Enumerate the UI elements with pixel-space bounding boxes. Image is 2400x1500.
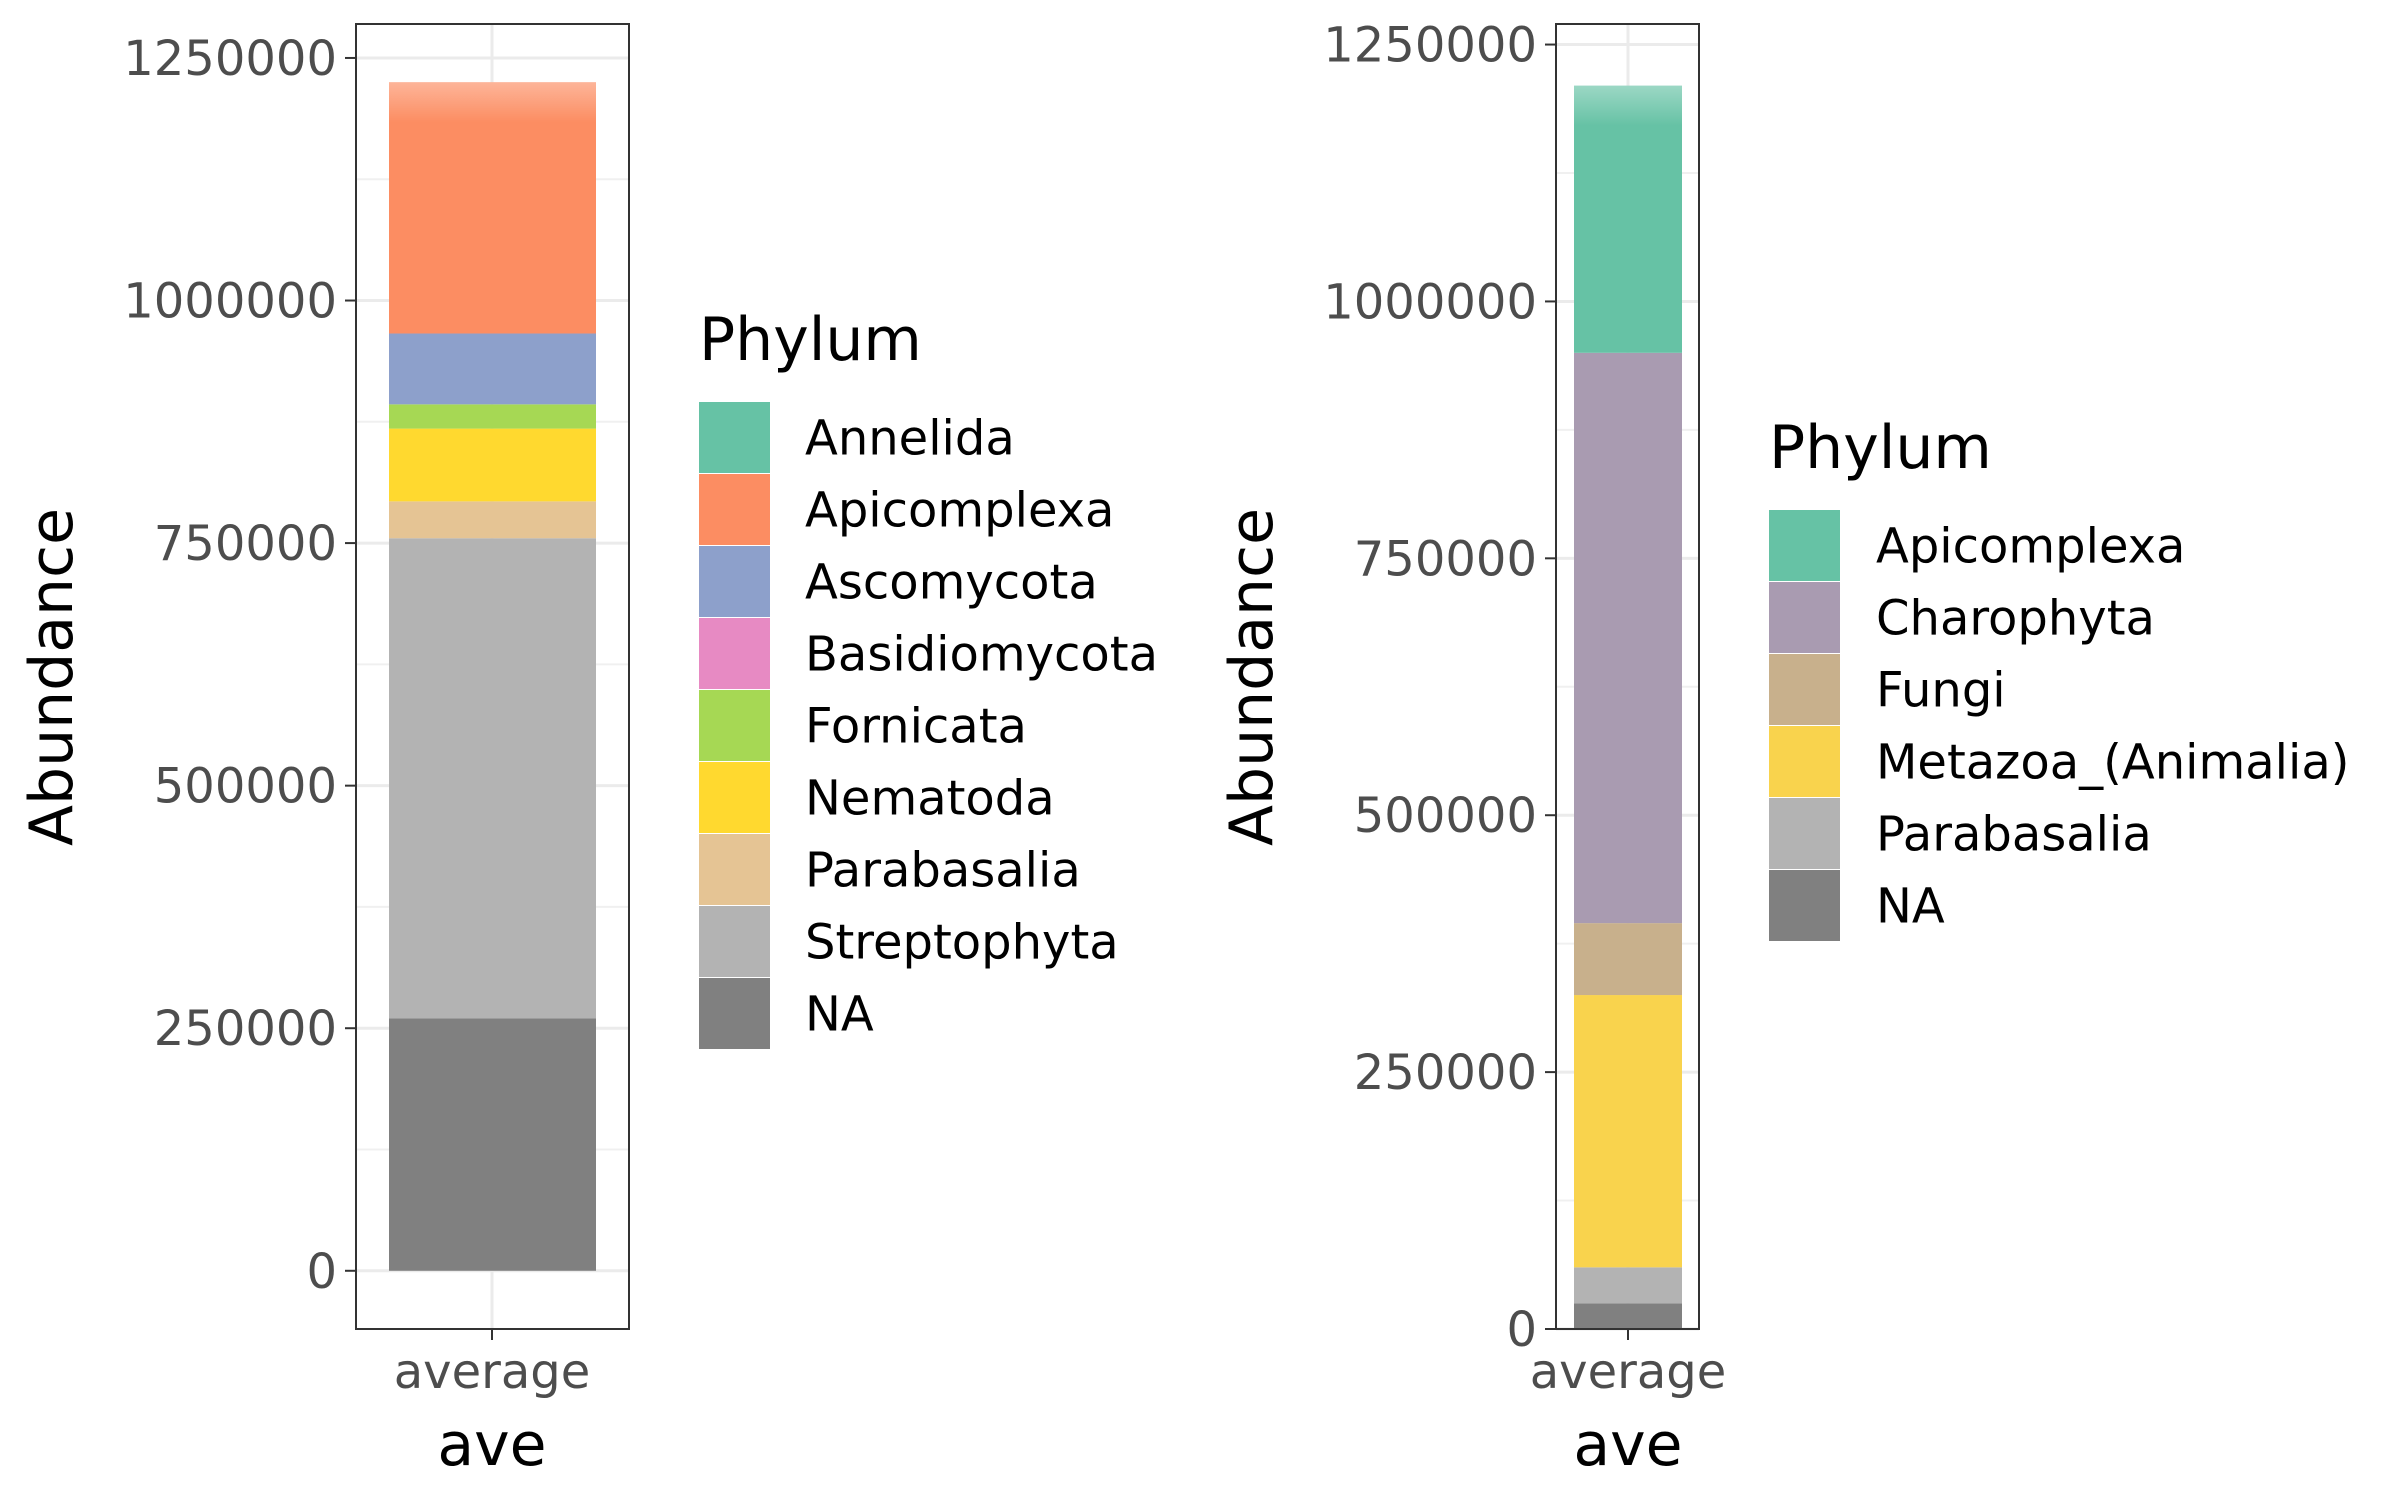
chart1-y-tick-label: 1000000: [1323, 274, 1537, 330]
chart0-bar-segment-streptophyta: [389, 538, 596, 1019]
chart1-legend-swatch-fungi: [1769, 654, 1840, 725]
chart0-legend-swatch-fornicata: [699, 690, 770, 761]
chart0-legend: Phylum Annelida Apicomplexa Ascomycota Basid…: [699, 305, 1158, 1049]
chart1-bar-segment-fungi: [1574, 923, 1682, 996]
chart0-legend-swatch-annelida: [699, 402, 770, 473]
chart1-legend-swatch-na: [1769, 870, 1840, 941]
chart1-bar-top-highlight: [1574, 85, 1682, 126]
chart1-legend-label-apicomplexa: Apicomplexa: [1876, 519, 2185, 575]
chart1-bar-segment-charophyta: [1574, 352, 1682, 924]
chart1-bar-segment-metazoa-animalia: [1574, 995, 1682, 1268]
chart1-bar-segment-apicomplexa: [1574, 85, 1682, 353]
chart1-legend-swatch-apicomplexa: [1769, 510, 1840, 581]
chart0-legend-swatch-apicomplexa: [699, 474, 770, 545]
chart0-legend-label-streptophyta: Streptophyta: [805, 915, 1119, 971]
chart0-legend-title: Phylum: [699, 305, 922, 375]
chart1-bar-segment-parabasalia: [1574, 1267, 1682, 1304]
chart0-legend-label-basidiomycota: Basidiomycota: [805, 627, 1158, 683]
chart0-bar-segment-parabasalia: [389, 501, 596, 539]
chart1-y-tick-label: 1250000: [1323, 18, 1537, 74]
chart0-y-tick-label: 500000: [154, 759, 337, 815]
chart0-legend-swatch-nematoda: [699, 762, 770, 833]
chart1-legend: Phylum Apicomplexa Charophyta Fungi Metazoa_…: [1769, 413, 2349, 941]
chart0-x-tick-label: average: [394, 1344, 591, 1400]
chart0-bar-segment-na: [389, 1018, 596, 1271]
chart1-x-tick-label: average: [1530, 1344, 1727, 1400]
chart0-bar-top-highlight: [389, 82, 596, 123]
chart1-legend-label-charophyta: Charophyta: [1876, 591, 2155, 647]
chart0-legend-swatch-ascomycota: [699, 546, 770, 617]
chart0-legend-label-parabasalia: Parabasalia: [805, 843, 1081, 899]
chart0-y-tick-label: 1000000: [123, 274, 337, 330]
chart0-bar-segment-nematoda: [389, 428, 596, 502]
chart0-y-tick-label: 0: [306, 1244, 337, 1300]
chart0-legend-swatch-parabasalia: [699, 834, 770, 905]
chart0-legend-label-nematoda: Nematoda: [805, 771, 1055, 827]
chart1-legend-label-na: NA: [1876, 879, 1945, 935]
chart1-y-tick-label: 500000: [1354, 788, 1537, 844]
chart0-y-tick-label: 1250000: [123, 31, 337, 87]
chart0-y-tick-label: 750000: [154, 516, 337, 572]
chart0-x-axis-title: ave: [437, 1410, 546, 1480]
chart0-legend-label-ascomycota: Ascomycota: [805, 555, 1098, 611]
chart0-bar-segment-ascomycota: [389, 333, 596, 405]
chart0-y-axis-title: Abundance: [17, 508, 87, 846]
chart1-bar-segment-na: [1574, 1303, 1682, 1329]
chart1-y-tick-label: 0: [1506, 1302, 1537, 1358]
chart1-y-tick-label: 750000: [1354, 531, 1537, 587]
chart0-legend-swatch-streptophyta: [699, 906, 770, 977]
chart0-legend-swatch-na: [699, 978, 770, 1049]
left-chart-panel: 0 250000 500000 750000 1000000 1250000 average…: [17, 23, 1158, 1480]
chart0-bar-segment-apicomplexa: [389, 82, 596, 334]
chart1-y-axis-title: Abundance: [1217, 508, 1287, 846]
chart1-x-axis-title: ave: [1573, 1410, 1682, 1480]
chart1-y-tick-label: 250000: [1354, 1045, 1537, 1101]
chart0-legend-swatch-basidiomycota: [699, 618, 770, 689]
chart0-bar-segment-fornicata: [389, 404, 596, 429]
chart1-legend-label-fungi: Fungi: [1876, 663, 2006, 719]
chart1-legend-swatch-charophyta: [1769, 582, 1840, 653]
chart1-legend-label-metazoa-animalia: Metazoa_(Animalia): [1876, 735, 2349, 791]
right-chart-panel: 0 250000 500000 750000 1000000 1250000 average…: [1217, 18, 2349, 1480]
chart1-legend-swatch-metazoa-animalia: [1769, 726, 1840, 797]
chart0-legend-label-annelida: Annelida: [805, 411, 1015, 467]
chart0-legend-label-apicomplexa: Apicomplexa: [805, 483, 1114, 539]
chart1-legend-label-parabasalia: Parabasalia: [1876, 807, 2152, 863]
chart0-y-tick-label: 250000: [154, 1001, 337, 1057]
chart1-legend-swatch-parabasalia: [1769, 798, 1840, 869]
chart1-legend-title: Phylum: [1769, 413, 1992, 483]
chart0-legend-label-fornicata: Fornicata: [805, 699, 1027, 755]
chart0-legend-label-na: NA: [805, 987, 874, 1043]
